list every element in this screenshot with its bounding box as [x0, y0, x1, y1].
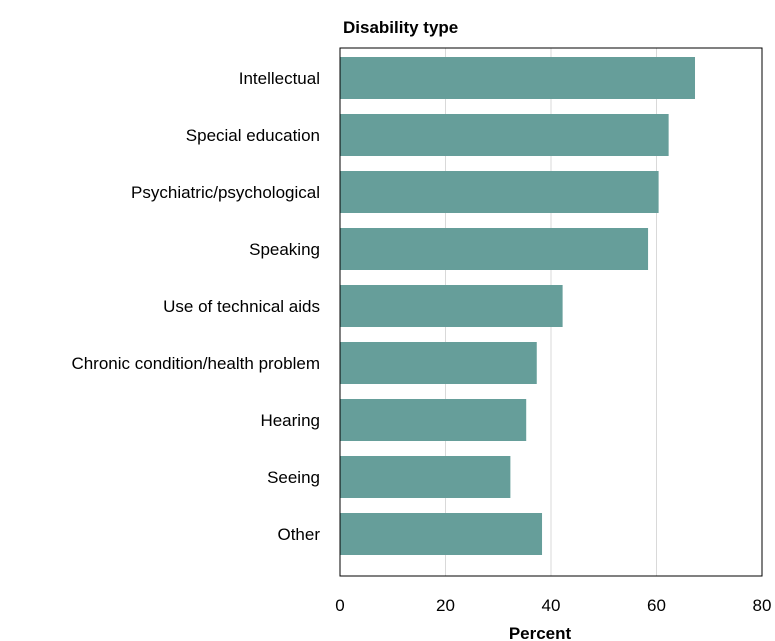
category-label: Chronic condition/health problem: [71, 354, 320, 373]
bar: [340, 513, 543, 555]
category-labels: Intellectual Special education Psychiatric…: [71, 69, 320, 544]
plot-frame: [339, 47, 763, 577]
category-label: Other: [277, 525, 320, 544]
category-label: Intellectual: [239, 69, 320, 88]
category-label: Seeing: [267, 468, 320, 487]
bar: [340, 399, 527, 441]
x-tick-label: 20: [436, 596, 455, 615]
category-label: Hearing: [260, 411, 320, 430]
bar: [340, 285, 563, 327]
bar: [340, 228, 649, 270]
bar: [340, 171, 659, 213]
bars: [340, 57, 696, 555]
bar: [340, 342, 537, 384]
x-axis-title: Percent: [509, 624, 572, 641]
x-tick-label: 80: [753, 596, 772, 615]
category-label: Special education: [186, 126, 320, 145]
bar: [340, 57, 696, 99]
x-tick-label: 40: [542, 596, 561, 615]
category-label: Speaking: [249, 240, 320, 259]
category-label: Psychiatric/psychological: [131, 183, 320, 202]
bar: [340, 114, 669, 156]
bar: [340, 456, 511, 498]
x-tick-labels: 0 20 40 60 80: [335, 596, 771, 615]
y-axis-title: Disability type: [343, 18, 458, 37]
x-tick-label: 60: [647, 596, 666, 615]
category-label: Use of technical aids: [163, 297, 320, 316]
x-tick-label: 0: [335, 596, 344, 615]
